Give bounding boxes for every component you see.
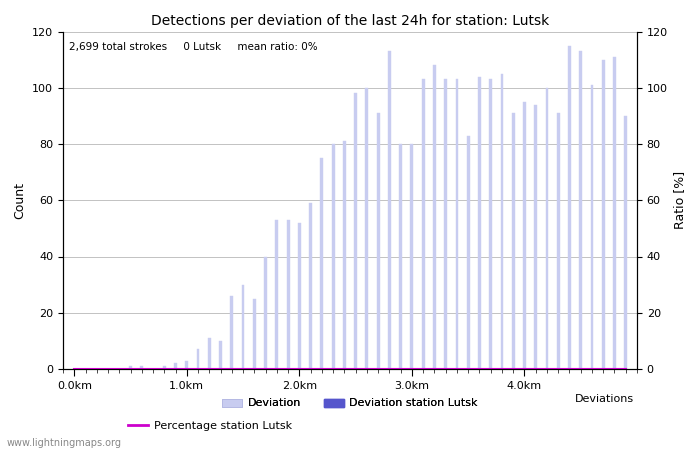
Bar (500, 74, 503, 369)
Bar (377, 113, 379, 369)
Bar (467, 135, 470, 369)
Bar (478, 76, 481, 369)
Bar (208, 338, 211, 369)
Bar (433, 65, 436, 369)
Bar (456, 79, 458, 369)
Text: www.lightningmaps.org: www.lightningmaps.org (7, 438, 122, 448)
Bar (332, 144, 335, 369)
Legend: Percentage station Lutsk: Percentage station Lutsk (124, 417, 296, 436)
Bar (343, 141, 346, 369)
Bar (298, 223, 301, 369)
Bar (602, 59, 605, 369)
Bar (591, 85, 594, 369)
Bar (219, 341, 222, 369)
Bar (580, 51, 582, 369)
Bar (321, 158, 323, 369)
Text: Deviations: Deviations (575, 394, 634, 404)
Bar (129, 366, 132, 369)
Bar (388, 51, 391, 369)
Bar (421, 79, 425, 369)
Bar (365, 88, 368, 369)
Bar (444, 79, 447, 369)
Bar (253, 299, 256, 369)
Legend: Deviation, Deviation station Lutsk: Deviation, Deviation station Lutsk (218, 394, 482, 413)
Bar (264, 256, 267, 369)
Bar (613, 57, 616, 369)
Text: 2,699 total strokes     0 Lutsk     mean ratio: 0%: 2,699 total strokes 0 Lutsk mean ratio: … (69, 42, 317, 52)
Bar (174, 363, 177, 369)
Bar (523, 102, 526, 369)
Bar (354, 94, 357, 369)
Bar (241, 284, 244, 369)
Bar (287, 220, 290, 369)
Bar (489, 79, 492, 369)
Bar (141, 366, 144, 369)
Bar (545, 88, 548, 369)
Bar (186, 360, 188, 369)
Bar (399, 144, 402, 369)
Y-axis label: Ratio [%]: Ratio [%] (673, 171, 687, 230)
Bar (624, 116, 627, 369)
Bar (163, 366, 166, 369)
Y-axis label: Count: Count (13, 182, 27, 219)
Title: Detections per deviation of the last 24h for station: Lutsk: Detections per deviation of the last 24h… (151, 14, 549, 27)
Bar (275, 220, 278, 369)
Bar (512, 113, 514, 369)
Bar (556, 113, 559, 369)
Bar (568, 45, 571, 369)
Bar (197, 349, 199, 369)
Bar (230, 296, 233, 369)
Bar (410, 144, 413, 369)
Bar (534, 105, 537, 369)
Bar (309, 203, 312, 369)
